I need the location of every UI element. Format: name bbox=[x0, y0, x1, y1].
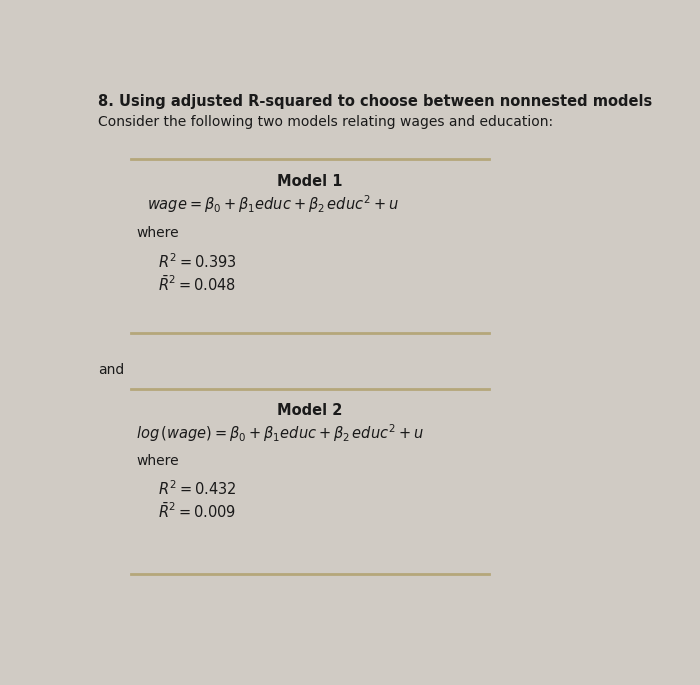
Text: $wage = \beta_0 + \beta_1 educ + \beta_2\, educ^2 + u$: $wage = \beta_0 + \beta_1 educ + \beta_2… bbox=[147, 193, 399, 214]
Text: 8. Using adjusted R-squared to choose between nonnested models: 8. Using adjusted R-squared to choose be… bbox=[98, 94, 652, 109]
Text: $log\,(wage) = \beta_0 + \beta_1 educ + \beta_2\, educ^2 + u$: $log\,(wage) = \beta_0 + \beta_1 educ + … bbox=[136, 422, 424, 444]
Text: $\bar{R}^2 = 0.009$: $\bar{R}^2 = 0.009$ bbox=[158, 501, 236, 521]
Text: $R^2 = 0.393$: $R^2 = 0.393$ bbox=[158, 252, 237, 271]
Text: and: and bbox=[98, 363, 125, 377]
Text: Model 1: Model 1 bbox=[277, 174, 343, 189]
Text: $R^2 = 0.432$: $R^2 = 0.432$ bbox=[158, 479, 237, 497]
Text: $\bar{R}^2 = 0.048$: $\bar{R}^2 = 0.048$ bbox=[158, 275, 236, 294]
Text: Consider the following two models relating wages and education:: Consider the following two models relati… bbox=[98, 115, 554, 129]
Text: Model 2: Model 2 bbox=[277, 403, 342, 418]
Text: where: where bbox=[136, 454, 179, 468]
Text: where: where bbox=[136, 225, 179, 240]
